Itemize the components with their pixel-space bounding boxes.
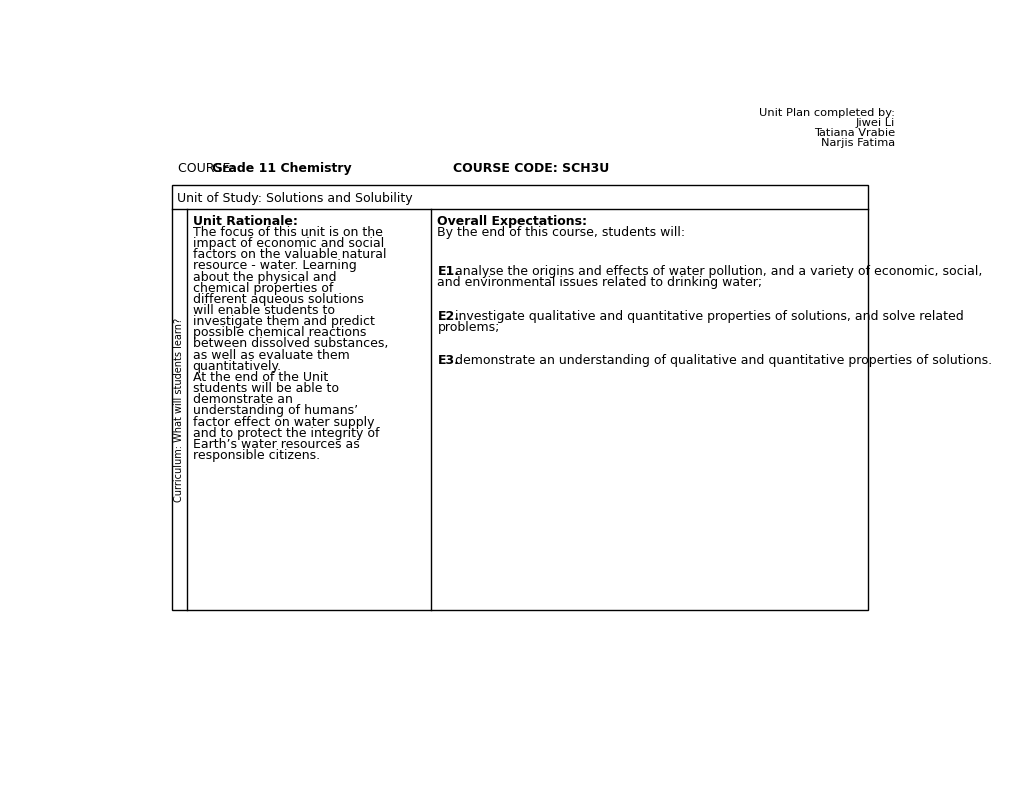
Text: will enable students to: will enable students to xyxy=(193,304,334,317)
Text: Narjis Fatima: Narjis Fatima xyxy=(820,139,894,148)
Text: demonstrate an: demonstrate an xyxy=(193,393,292,407)
Text: responsible citizens.: responsible citizens. xyxy=(193,449,319,462)
Text: analyse the origins and effects of water pollution, and a variety of economic, s: analyse the origins and effects of water… xyxy=(451,265,982,278)
Text: demonstrate an understanding of qualitative and quantitative properties of solut: demonstrate an understanding of qualitat… xyxy=(451,355,991,367)
Text: At the end of the Unit: At the end of the Unit xyxy=(193,371,327,384)
Text: quantitatively.: quantitatively. xyxy=(193,360,281,373)
Text: between dissolved substances,: between dissolved substances, xyxy=(193,337,387,351)
Text: E1.: E1. xyxy=(437,265,459,278)
Text: Unit of Study: Solutions and Solubility: Unit of Study: Solutions and Solubility xyxy=(177,192,413,206)
Text: Curriculum: What will students learn?: Curriculum: What will students learn? xyxy=(174,318,184,501)
Bar xyxy=(171,185,867,611)
Text: as well as evaluate them: as well as evaluate them xyxy=(193,348,348,362)
Text: chemical properties of: chemical properties of xyxy=(193,281,332,295)
Text: investigate them and predict: investigate them and predict xyxy=(193,315,374,328)
Text: Jiwei Li: Jiwei Li xyxy=(855,118,894,128)
Text: Grade 11 Chemistry: Grade 11 Chemistry xyxy=(212,162,352,175)
Text: investigate qualitative and quantitative properties of solutions, and solve rela: investigate qualitative and quantitative… xyxy=(451,310,963,322)
Text: COURSE CODE: SCH3U: COURSE CODE: SCH3U xyxy=(452,162,608,175)
Text: By the end of this course, students will:: By the end of this course, students will… xyxy=(437,226,685,239)
Text: Unit Rationale:: Unit Rationale: xyxy=(193,214,298,228)
Text: and environmental issues related to drinking water;: and environmental issues related to drin… xyxy=(437,276,762,289)
Text: impact of economic and social: impact of economic and social xyxy=(193,237,383,250)
Text: different aqueous solutions: different aqueous solutions xyxy=(193,293,363,306)
Text: about the physical and: about the physical and xyxy=(193,270,336,284)
Text: factors on the valuable natural: factors on the valuable natural xyxy=(193,248,386,261)
Text: E2.: E2. xyxy=(437,310,459,322)
Text: possible chemical reactions: possible chemical reactions xyxy=(193,326,366,340)
Text: COURSE:: COURSE: xyxy=(177,162,238,175)
Text: resource - water. Learning: resource - water. Learning xyxy=(193,259,356,273)
Text: Tatiana Vrabie: Tatiana Vrabie xyxy=(813,128,894,139)
Text: Earth’s water resources as: Earth’s water resources as xyxy=(193,438,359,451)
Text: factor effect on water supply: factor effect on water supply xyxy=(193,415,374,429)
Text: problems;: problems; xyxy=(437,321,499,334)
Text: Overall Expectations:: Overall Expectations: xyxy=(437,214,587,228)
Text: Unit Plan completed by:: Unit Plan completed by: xyxy=(758,109,894,118)
Text: students will be able to: students will be able to xyxy=(193,382,338,395)
Text: E3.: E3. xyxy=(437,355,459,367)
Text: understanding of humans’: understanding of humans’ xyxy=(193,404,358,418)
Text: The focus of this unit is on the: The focus of this unit is on the xyxy=(193,226,382,239)
Text: and to protect the integrity of: and to protect the integrity of xyxy=(193,427,379,440)
